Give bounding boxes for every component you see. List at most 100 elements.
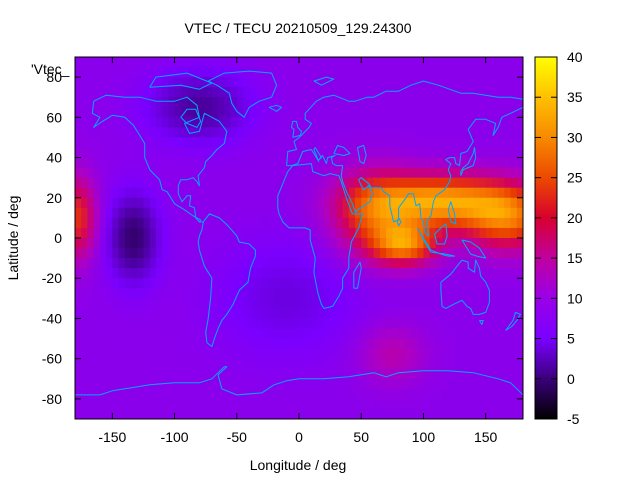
heatmap-cell bbox=[211, 348, 219, 360]
heatmap-cell bbox=[81, 227, 89, 239]
heatmap-cell bbox=[467, 227, 474, 239]
heatmap-cell bbox=[429, 388, 437, 400]
heatmap-cell bbox=[99, 368, 107, 380]
heatmap-cell bbox=[149, 398, 157, 410]
heatmap-cell bbox=[187, 157, 194, 169]
coast-new-guinea bbox=[461, 239, 487, 259]
heatmap-cell bbox=[187, 87, 194, 98]
heatmap-cell bbox=[155, 348, 163, 360]
heatmap-cell bbox=[118, 147, 126, 159]
heatmap-cell bbox=[162, 67, 169, 78]
heatmap-cell bbox=[504, 157, 512, 169]
colorbar-tick-label: 25 bbox=[567, 170, 583, 186]
heatmap-cell bbox=[267, 248, 275, 259]
heatmap-cell bbox=[510, 338, 518, 350]
coast-caspian bbox=[357, 145, 367, 165]
heatmap-cell bbox=[479, 278, 487, 289]
heatmap-cell bbox=[305, 77, 313, 88]
heatmap-cell bbox=[317, 398, 325, 410]
heatmap-cell bbox=[330, 177, 337, 189]
heatmap-cell bbox=[454, 378, 462, 390]
heatmap-cell bbox=[361, 408, 369, 419]
heatmap-cell bbox=[236, 227, 244, 239]
heatmap-cell bbox=[435, 117, 443, 128]
heatmap-cell bbox=[124, 157, 132, 169]
heatmap-cell bbox=[255, 177, 263, 189]
heatmap-cell bbox=[236, 167, 244, 179]
heatmap-cell bbox=[423, 217, 431, 229]
heatmap-cell bbox=[280, 197, 288, 209]
heatmap-cell bbox=[423, 278, 431, 289]
heatmap-cell bbox=[404, 117, 412, 128]
heatmap-cell bbox=[398, 338, 406, 350]
heatmap-cell bbox=[205, 167, 213, 179]
heatmap-cell bbox=[479, 187, 487, 199]
heatmap-cell bbox=[299, 378, 306, 390]
heatmap-cell bbox=[311, 227, 319, 239]
heatmap-cell bbox=[87, 238, 95, 249]
heatmap-cell bbox=[516, 87, 523, 98]
heatmap-cell bbox=[411, 318, 418, 330]
heatmap-cell bbox=[516, 378, 523, 390]
heatmap-cell bbox=[299, 358, 306, 370]
legend-label: 'Vtec_ bbox=[31, 61, 70, 77]
heatmap-cell bbox=[131, 408, 138, 419]
heatmap-cell bbox=[392, 207, 400, 219]
heatmap-cell bbox=[323, 167, 331, 179]
heatmap-cell bbox=[155, 398, 163, 410]
heatmap-cell bbox=[367, 137, 375, 149]
heatmap-cell bbox=[155, 77, 163, 88]
heatmap-cell bbox=[386, 248, 393, 259]
coast-eurasia bbox=[286, 80, 523, 237]
heatmap-cell bbox=[448, 187, 456, 199]
heatmap-cell bbox=[81, 278, 89, 289]
heatmap-cell bbox=[174, 398, 182, 410]
heatmap-cell bbox=[429, 238, 437, 249]
heatmap-cell bbox=[392, 338, 400, 350]
heatmap-cell bbox=[473, 338, 481, 350]
heatmap-cell bbox=[373, 338, 381, 350]
heatmap-cell bbox=[211, 398, 219, 410]
heatmap-cell bbox=[348, 67, 356, 78]
heatmap-cell bbox=[199, 238, 207, 249]
heatmap-cell bbox=[348, 127, 356, 139]
heatmap-cell bbox=[379, 268, 387, 279]
heatmap-cell bbox=[280, 157, 288, 169]
heatmap-cell bbox=[411, 248, 418, 259]
heatmap-cell bbox=[224, 157, 232, 169]
heatmap-cell bbox=[267, 318, 275, 330]
heatmap-cell bbox=[473, 398, 481, 410]
heatmap-cell bbox=[398, 207, 406, 219]
heatmap-cell bbox=[510, 278, 518, 289]
heatmap-cell bbox=[174, 217, 182, 229]
heatmap-cell bbox=[187, 258, 194, 269]
heatmap-cell bbox=[479, 147, 487, 159]
heatmap-cell bbox=[93, 298, 101, 309]
heatmap-cell bbox=[155, 278, 163, 289]
heatmap-cell bbox=[87, 87, 95, 98]
heatmap-cell bbox=[355, 167, 362, 179]
heatmap-cell bbox=[305, 368, 313, 380]
heatmap-cell bbox=[81, 97, 89, 108]
heatmap-cell bbox=[87, 368, 95, 380]
heatmap-cell bbox=[286, 278, 294, 289]
heatmap-cell bbox=[473, 77, 481, 88]
heatmap-cell bbox=[193, 147, 201, 159]
heatmap-cell bbox=[299, 258, 306, 269]
heatmap-cell bbox=[149, 338, 157, 350]
heatmap-cell bbox=[112, 157, 120, 169]
heatmap-cell bbox=[193, 368, 201, 380]
heatmap-cell bbox=[411, 378, 418, 390]
heatmap-cell bbox=[460, 157, 468, 169]
heatmap-cell bbox=[93, 197, 101, 209]
heatmap-cell bbox=[243, 248, 250, 259]
heatmap-cell bbox=[429, 97, 437, 108]
heatmap-cell bbox=[168, 87, 176, 98]
heatmap-cell bbox=[423, 57, 431, 68]
heatmap-cell bbox=[199, 207, 207, 219]
heatmap-cell bbox=[218, 157, 225, 169]
heatmap-cell bbox=[311, 57, 319, 68]
heatmap-cell bbox=[336, 147, 344, 159]
heatmap-cell bbox=[236, 408, 244, 419]
heatmap-cell bbox=[230, 177, 238, 189]
